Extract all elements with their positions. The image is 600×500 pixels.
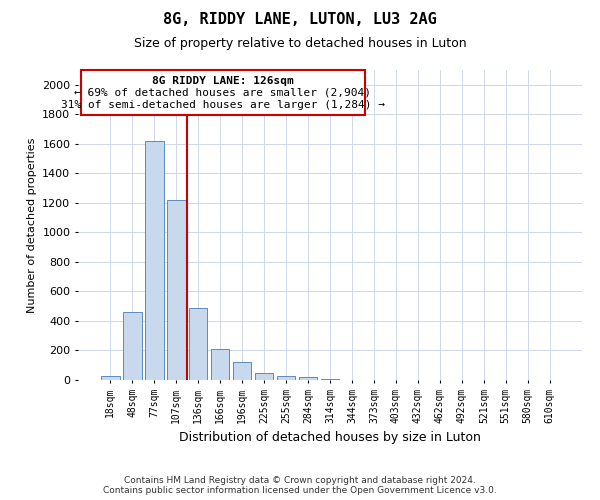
Text: 8G, RIDDY LANE, LUTON, LU3 2AG: 8G, RIDDY LANE, LUTON, LU3 2AG [163, 12, 437, 28]
Bar [299, 377, 317, 380]
Y-axis label: Number of detached properties: Number of detached properties [26, 138, 37, 312]
Bar [189, 308, 208, 380]
Bar [101, 376, 119, 380]
FancyBboxPatch shape [80, 70, 365, 115]
Text: Size of property relative to detached houses in Luton: Size of property relative to detached ho… [134, 38, 466, 51]
Text: 31% of semi-detached houses are larger (1,284) →: 31% of semi-detached houses are larger (… [61, 100, 385, 110]
Bar [233, 362, 251, 380]
Bar [211, 349, 229, 380]
X-axis label: Distribution of detached houses by size in Luton: Distribution of detached houses by size … [179, 431, 481, 444]
Text: 8G RIDDY LANE: 126sqm: 8G RIDDY LANE: 126sqm [152, 76, 294, 86]
Text: ← 69% of detached houses are smaller (2,904): ← 69% of detached houses are smaller (2,… [74, 88, 371, 98]
Bar [145, 141, 164, 380]
Bar [167, 200, 185, 380]
Bar [123, 312, 142, 380]
Bar [277, 376, 295, 380]
Bar [320, 378, 340, 380]
Text: Contains HM Land Registry data © Crown copyright and database right 2024.
Contai: Contains HM Land Registry data © Crown c… [103, 476, 497, 495]
Bar [255, 372, 274, 380]
